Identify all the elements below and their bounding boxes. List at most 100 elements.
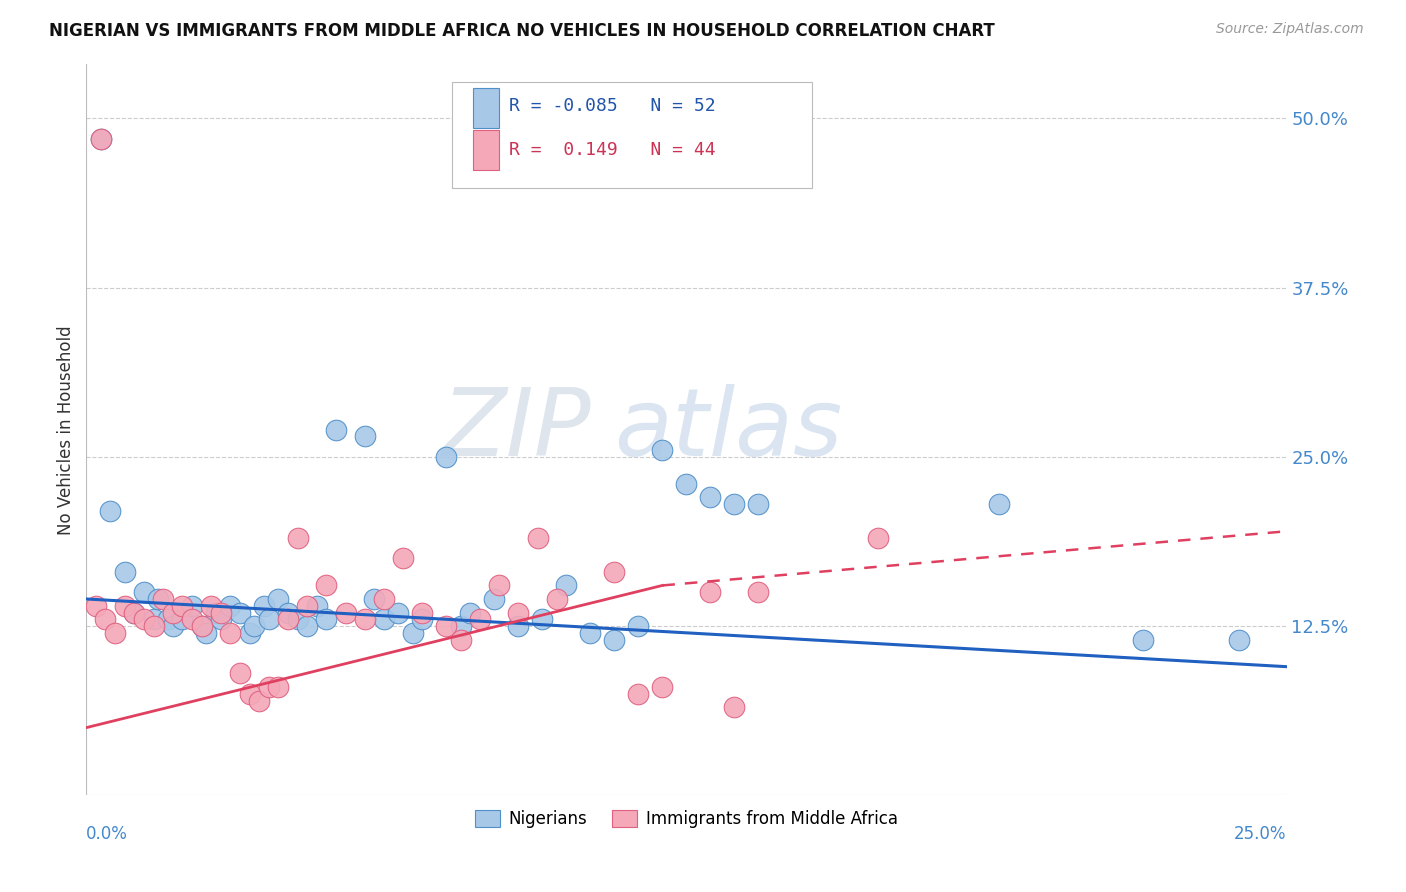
Point [209, 606, 232, 620]
Point [219, 625, 242, 640]
Text: ZIP: ZIP [441, 384, 591, 475]
Point [267, 680, 290, 694]
Point [172, 599, 194, 613]
Point [723, 700, 745, 714]
Point [229, 606, 252, 620]
Point [124, 606, 146, 620]
Bar [472, 88, 499, 128]
Text: atlas: atlas [614, 384, 842, 475]
Point [162, 606, 184, 620]
Point [257, 612, 280, 626]
Point [277, 612, 299, 626]
Text: R = -0.085   N = 52: R = -0.085 N = 52 [509, 97, 716, 115]
Point [508, 619, 530, 633]
Point [468, 612, 491, 626]
Point [747, 585, 769, 599]
Point [156, 612, 179, 626]
Point [484, 591, 506, 606]
Point [402, 625, 425, 640]
Point [104, 625, 127, 640]
Point [200, 599, 222, 613]
Point [546, 591, 568, 606]
Point [555, 578, 578, 592]
Point [287, 612, 309, 626]
Point [295, 599, 318, 613]
Point [627, 687, 650, 701]
Point [172, 612, 194, 626]
Point [747, 497, 769, 511]
Point [295, 619, 318, 633]
Point [450, 619, 472, 633]
Point [229, 666, 252, 681]
Point [195, 625, 218, 640]
Point [987, 497, 1010, 511]
Point [180, 599, 202, 613]
Text: 0.0%: 0.0% [86, 825, 128, 843]
Point [508, 606, 530, 620]
Point [411, 606, 433, 620]
Point [132, 612, 155, 626]
Point [315, 578, 337, 592]
Point [868, 531, 890, 545]
Point [148, 591, 170, 606]
Point [253, 599, 276, 613]
Point [651, 442, 673, 457]
Point [114, 599, 136, 613]
Point [162, 619, 184, 633]
Point [257, 680, 280, 694]
Point [675, 476, 697, 491]
Point [219, 599, 242, 613]
Point [209, 612, 232, 626]
Point [305, 599, 328, 613]
Point [190, 619, 212, 633]
Point [315, 612, 337, 626]
Point [152, 591, 174, 606]
Point [98, 504, 121, 518]
Point [488, 578, 510, 592]
Point [277, 606, 299, 620]
Point [460, 606, 482, 620]
Point [579, 625, 602, 640]
Point [373, 591, 395, 606]
Point [353, 612, 375, 626]
Y-axis label: No Vehicles in Household: No Vehicles in Household [58, 325, 75, 534]
Point [373, 612, 395, 626]
Point [353, 429, 375, 443]
Legend: Nigerians, Immigrants from Middle Africa: Nigerians, Immigrants from Middle Africa [468, 803, 904, 835]
Text: 25.0%: 25.0% [1234, 825, 1286, 843]
Point [531, 612, 554, 626]
Point [94, 612, 117, 626]
Point [180, 612, 202, 626]
Point [603, 565, 626, 579]
Point [238, 687, 260, 701]
Point [325, 423, 347, 437]
Point [238, 625, 260, 640]
Point [1132, 632, 1154, 647]
Point [699, 585, 721, 599]
Text: Source: ZipAtlas.com: Source: ZipAtlas.com [1216, 22, 1364, 37]
Point [243, 619, 266, 633]
Point [627, 619, 650, 633]
Point [247, 693, 270, 707]
Point [142, 612, 165, 626]
Point [699, 491, 721, 505]
Point [363, 591, 385, 606]
Point [267, 591, 290, 606]
Point [90, 131, 112, 145]
FancyBboxPatch shape [453, 82, 813, 188]
Text: NIGERIAN VS IMMIGRANTS FROM MIDDLE AFRICA NO VEHICLES IN HOUSEHOLD CORRELATION C: NIGERIAN VS IMMIGRANTS FROM MIDDLE AFRIC… [49, 22, 995, 40]
Point [142, 619, 165, 633]
Point [603, 632, 626, 647]
Point [434, 450, 457, 464]
Point [190, 619, 212, 633]
Bar [472, 130, 499, 170]
Point [84, 599, 107, 613]
Point [387, 606, 409, 620]
Point [411, 612, 433, 626]
Point [124, 606, 146, 620]
Point [90, 131, 112, 145]
Point [434, 619, 457, 633]
Point [651, 680, 673, 694]
Point [205, 606, 228, 620]
Text: R =  0.149   N = 44: R = 0.149 N = 44 [509, 141, 716, 160]
